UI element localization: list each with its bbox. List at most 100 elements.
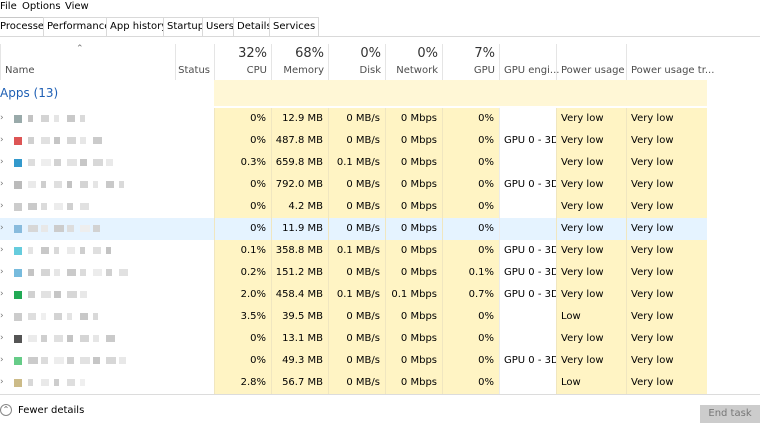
- column-header[interactable]: 7% GPU: [442, 44, 499, 80]
- app-icon: [14, 357, 22, 365]
- column-usage: 0%: [360, 46, 381, 61]
- process-row[interactable]: ›: [0, 152, 707, 174]
- end-task-button[interactable]: End task: [700, 405, 760, 423]
- process-row[interactable]: ›: [0, 218, 707, 240]
- blurred-name: [41, 313, 46, 320]
- cell-memory: 151.2 MB: [271, 262, 328, 284]
- blurred-name: [67, 203, 73, 210]
- blurred-name: [41, 335, 47, 342]
- expand-chevron[interactable]: ›: [0, 223, 4, 233]
- process-row[interactable]: ›: [0, 372, 707, 394]
- tab[interactable]: Services: [269, 17, 320, 36]
- cell-gpu-engine: [499, 108, 556, 130]
- cell-cpu: 0.1%: [214, 240, 271, 262]
- blurred-name: [93, 225, 100, 232]
- process-row[interactable]: ›: [0, 240, 707, 262]
- group-label[interactable]: Apps (13): [0, 86, 59, 100]
- app-icon: [14, 203, 22, 211]
- app-icon: [14, 291, 22, 299]
- blurred-name: [28, 225, 38, 232]
- cell-gpu: 0%: [442, 372, 499, 394]
- cell-network: 0 Mbps: [385, 196, 442, 218]
- expand-chevron[interactable]: ›: [0, 157, 4, 167]
- column-header[interactable]: Name: [0, 44, 175, 80]
- process-row[interactable]: ›: [0, 108, 707, 130]
- cell-network: 0 Mbps: [385, 174, 442, 196]
- cell-cpu: 0%: [214, 174, 271, 196]
- process-row[interactable]: ›: [0, 262, 707, 284]
- blurred-name: [80, 225, 90, 232]
- fewer-details[interactable]: Fewer details: [18, 405, 85, 416]
- blurred-name: [67, 269, 76, 276]
- blurred-name: [93, 247, 101, 254]
- blurred-name: [54, 225, 64, 232]
- blurred-name: [54, 203, 63, 210]
- expand-chevron[interactable]: ›: [0, 289, 4, 299]
- cell-power-trend: Very low: [626, 152, 707, 174]
- expand-chevron[interactable]: ›: [0, 333, 4, 343]
- blurred-name: [67, 159, 77, 166]
- collapse-icon[interactable]: ⌃: [0, 404, 12, 416]
- process-row[interactable]: ›: [0, 284, 707, 306]
- cell-memory: 39.5 MB: [271, 306, 328, 328]
- column-header[interactable]: 0% Disk: [328, 44, 385, 80]
- expand-chevron[interactable]: ›: [0, 311, 4, 321]
- blurred-name: [93, 159, 103, 166]
- blurred-name: [93, 313, 98, 320]
- cell-cpu: 0%: [214, 196, 271, 218]
- expand-chevron[interactable]: ›: [0, 355, 4, 365]
- blurred-name: [67, 137, 76, 144]
- column-usage: 0%: [417, 46, 438, 61]
- blurred-name: [41, 269, 50, 276]
- column-header[interactable]: 0% Network: [385, 44, 442, 80]
- expand-chevron[interactable]: ›: [0, 201, 4, 211]
- cell-memory: 358.8 MB: [271, 240, 328, 262]
- column-header[interactable]: 68% Memory: [271, 44, 328, 80]
- blurred-name: [54, 313, 62, 320]
- cell-power: Very low: [556, 240, 626, 262]
- process-row[interactable]: ›: [0, 306, 707, 328]
- expand-chevron[interactable]: ›: [0, 179, 4, 189]
- cell-power-trend: Very low: [626, 372, 707, 394]
- blurred-name: [28, 203, 37, 210]
- tab[interactable]: Performance: [43, 17, 115, 36]
- blurred-name: [28, 137, 34, 144]
- blurred-name: [41, 159, 51, 166]
- column-header[interactable]: Status: [175, 44, 214, 80]
- expand-chevron[interactable]: ›: [0, 377, 4, 387]
- app-icon: [14, 181, 22, 189]
- column-name: Power usage tr...: [631, 65, 715, 76]
- cell-gpu-engine: [499, 218, 556, 240]
- cell-gpu-engine: [499, 328, 556, 350]
- column-header[interactable]: 32% CPU: [214, 44, 271, 80]
- column-header[interactable]: GPU engi...: [499, 44, 559, 80]
- menu-item[interactable]: Options: [22, 1, 61, 12]
- cell-cpu: 0%: [214, 218, 271, 240]
- blurred-name: [28, 357, 38, 364]
- cell-cpu: 0%: [214, 350, 271, 372]
- process-row[interactable]: ›: [0, 196, 707, 218]
- expand-chevron[interactable]: ›: [0, 245, 4, 255]
- blurred-name: [80, 379, 85, 386]
- cell-power: Very low: [556, 152, 626, 174]
- expand-chevron[interactable]: ›: [0, 135, 4, 145]
- process-row[interactable]: ›: [0, 328, 707, 350]
- cell-power-trend: Very low: [626, 262, 707, 284]
- cell-gpu: 0%: [442, 152, 499, 174]
- process-row[interactable]: ›: [0, 130, 707, 152]
- blurred-name: [106, 159, 113, 166]
- tab[interactable]: App history: [106, 17, 172, 36]
- blurred-name: [80, 357, 90, 364]
- blurred-name: [41, 291, 51, 298]
- blurred-name: [54, 335, 63, 342]
- menu-item[interactable]: View: [65, 1, 89, 12]
- expand-chevron[interactable]: ›: [0, 267, 4, 277]
- column-header[interactable]: Power usage: [556, 44, 626, 80]
- menu-item[interactable]: File: [0, 1, 17, 12]
- column-header[interactable]: Power usage tr...: [626, 44, 714, 80]
- expand-chevron[interactable]: ›: [0, 113, 4, 123]
- cell-power: Very low: [556, 196, 626, 218]
- blurred-name: [28, 379, 33, 386]
- process-row[interactable]: ›: [0, 174, 707, 196]
- process-row[interactable]: ›: [0, 350, 707, 372]
